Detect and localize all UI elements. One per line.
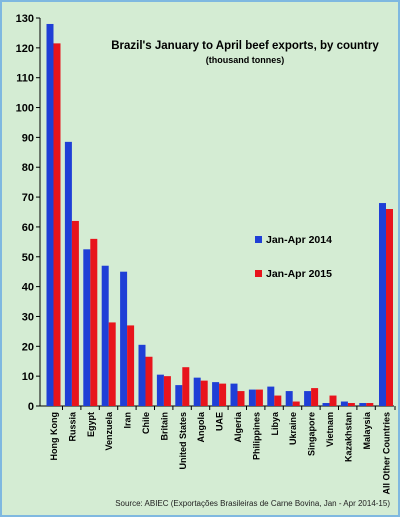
y-tick-label: 120 xyxy=(16,43,34,55)
x-tick-label: Libya xyxy=(270,411,280,436)
bar xyxy=(127,325,135,406)
bar xyxy=(237,391,245,406)
y-tick-label: 10 xyxy=(22,371,34,383)
bar xyxy=(200,380,208,406)
bar xyxy=(53,43,61,406)
y-tick-label: 80 xyxy=(22,162,34,174)
y-tick-label: 130 xyxy=(16,13,34,25)
legend-label: Jan-Apr 2015 xyxy=(266,268,332,280)
y-tick-label: 70 xyxy=(22,192,34,204)
chart-title: Brazil's January to April beef exports, … xyxy=(111,40,379,52)
x-tick-label: Britain xyxy=(159,412,169,441)
y-tick-label: 20 xyxy=(22,341,34,353)
bar xyxy=(108,322,116,406)
x-tick-label: Russia xyxy=(67,411,77,442)
bar xyxy=(386,209,393,406)
bar xyxy=(274,395,282,406)
x-tick-label: Venzuela xyxy=(104,411,114,451)
bar xyxy=(359,403,367,406)
x-tick-label: Ukraine xyxy=(288,412,298,445)
bar xyxy=(182,367,190,406)
y-tick-label: 110 xyxy=(16,73,34,85)
bar xyxy=(193,377,201,406)
x-tick-label: Malaysia xyxy=(362,411,372,450)
chart-subtitle: (thousand tonnes) xyxy=(206,55,285,65)
bar xyxy=(156,374,164,406)
y-tick-label: 60 xyxy=(22,222,34,234)
bar xyxy=(101,265,109,406)
bar xyxy=(285,391,293,406)
bar xyxy=(64,141,72,406)
y-tick-label: 40 xyxy=(22,282,34,294)
bar xyxy=(267,386,275,406)
bar xyxy=(379,203,386,406)
bar xyxy=(212,382,220,406)
bar xyxy=(219,383,227,406)
source-note: Source: ABIEC (Exportações Brasileiras d… xyxy=(115,499,390,508)
y-tick-label: 0 xyxy=(28,401,34,413)
x-tick-label: United States xyxy=(178,412,188,470)
legend-swatch xyxy=(255,270,262,277)
x-tick-label: Philippines xyxy=(251,412,261,460)
bar xyxy=(322,403,330,406)
x-tick-label: Angola xyxy=(196,411,206,442)
bar xyxy=(230,383,238,406)
y-tick-label: 30 xyxy=(22,311,34,323)
bar xyxy=(46,23,54,406)
bar xyxy=(120,271,128,406)
bar xyxy=(347,403,355,406)
legend-swatch xyxy=(255,236,262,243)
bar xyxy=(311,388,319,406)
y-tick-label: 100 xyxy=(16,103,34,115)
bar xyxy=(248,389,256,406)
x-tick-label: All Other Countries xyxy=(382,412,392,495)
y-tick-label: 90 xyxy=(22,132,34,144)
bar xyxy=(304,391,312,406)
bar xyxy=(83,249,91,406)
x-tick-label: Chile xyxy=(141,412,151,434)
bar xyxy=(292,401,300,406)
x-tick-label: Algeria xyxy=(233,411,243,443)
bar xyxy=(340,401,348,406)
bar xyxy=(255,389,263,406)
bar xyxy=(163,376,171,406)
x-tick-label: Vietnam xyxy=(325,412,335,447)
x-tick-label: Egypt xyxy=(86,412,96,437)
bar xyxy=(175,385,183,406)
x-tick-label: Iran xyxy=(123,412,133,429)
legend-label: Jan-Apr 2014 xyxy=(266,234,332,246)
bar xyxy=(329,395,337,406)
bar xyxy=(138,344,146,406)
x-tick-label: Kazakhstan xyxy=(343,412,353,462)
x-tick-label: Singapore xyxy=(307,412,317,456)
bar xyxy=(90,238,98,406)
bar xyxy=(71,220,79,406)
bar xyxy=(366,403,374,406)
x-tick-label: Hong Kong xyxy=(49,412,59,461)
y-tick-label: 50 xyxy=(22,252,34,264)
x-tick-label: UAE xyxy=(215,412,225,431)
bar xyxy=(145,356,153,406)
